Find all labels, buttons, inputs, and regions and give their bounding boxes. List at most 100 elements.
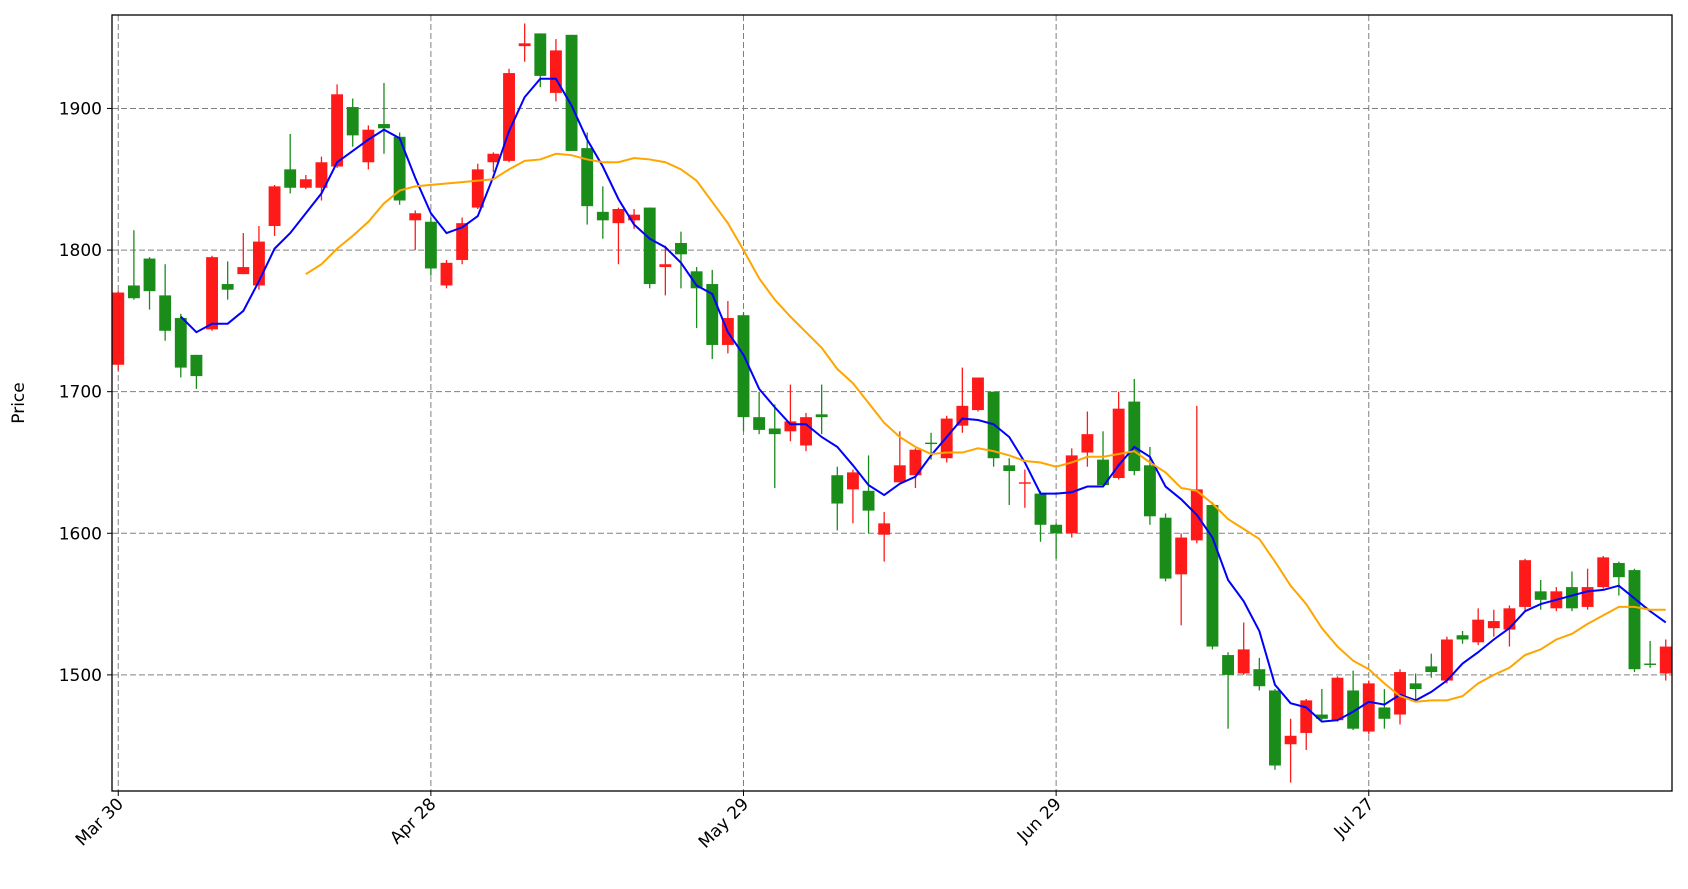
candle-body [1097, 459, 1109, 486]
candle-body [768, 428, 781, 435]
candle-body [862, 490, 875, 511]
candle-body [549, 50, 562, 93]
candle-body [1331, 677, 1344, 721]
candle-body [1519, 560, 1532, 607]
candle-body [706, 284, 719, 345]
candle-body [846, 472, 859, 490]
x-tick-label: Mar 30 [72, 794, 128, 850]
candle-body [174, 318, 187, 368]
candle-body [1566, 587, 1578, 609]
candle-body [268, 186, 281, 226]
candle-body [440, 262, 453, 286]
candle-body [471, 169, 484, 208]
x-tick-label: Jul 27 [1330, 794, 1378, 842]
candle-body [346, 107, 359, 136]
candle-body [737, 315, 750, 418]
candle-body [815, 414, 828, 418]
candle-body [1237, 649, 1250, 674]
x-tick-label: Apr 28 [386, 794, 440, 848]
candle-body [534, 33, 547, 76]
candle-body [1253, 669, 1266, 687]
candle-body [659, 264, 672, 268]
candle-body [1143, 465, 1156, 517]
candle-body [221, 284, 234, 290]
candle-body [456, 223, 469, 260]
candle-body [252, 241, 265, 286]
candle-body [831, 475, 844, 504]
candle-body [784, 421, 797, 432]
candle-body [409, 213, 422, 221]
candle-body [424, 221, 437, 269]
y-tick-label: 1500 [59, 666, 102, 686]
candle-body [1315, 714, 1328, 719]
candle-body [596, 211, 609, 221]
candle-body [1394, 672, 1406, 715]
candle-body [1487, 621, 1500, 629]
y-tick-label: 1600 [59, 524, 102, 544]
candle-body [393, 136, 406, 201]
plot-frame [111, 14, 1673, 792]
candle-body [753, 417, 766, 430]
candle-body [518, 43, 531, 47]
candle-body [1362, 683, 1375, 732]
moving-average-line [305, 152, 1666, 703]
candle-body [1347, 690, 1360, 729]
candle-body [127, 285, 140, 299]
candle-body [1644, 663, 1657, 665]
candle-body [378, 124, 390, 129]
candle-body [690, 271, 703, 289]
candle-body [612, 209, 625, 224]
candle-body [206, 257, 218, 330]
candle-body [1409, 683, 1422, 690]
candle-body [362, 129, 375, 163]
candle-body [893, 465, 906, 483]
candle-body [1159, 517, 1172, 579]
candle-body [1284, 735, 1297, 745]
candle-body [1034, 493, 1047, 525]
candle-body [237, 267, 250, 275]
y-axis-label: Price [9, 382, 29, 423]
moving-average-line [180, 77, 1667, 723]
candle-body [1425, 666, 1438, 673]
candle-body [1472, 619, 1485, 643]
candle-body [1003, 465, 1016, 471]
candle-body [1612, 563, 1625, 578]
candle-body [1269, 690, 1281, 766]
candle-body [1128, 401, 1141, 471]
candle-body [1018, 482, 1031, 484]
candle-body [675, 242, 687, 255]
candle-body [643, 207, 656, 285]
candle-body [628, 214, 641, 221]
candle-body [878, 523, 891, 535]
candle-body [956, 405, 969, 426]
candle-body [503, 73, 515, 161]
candle-body [112, 292, 125, 365]
candle-body [1597, 557, 1610, 588]
candle-body [1050, 524, 1063, 534]
candle-body [972, 377, 984, 411]
y-tick-label: 1900 [59, 99, 102, 119]
candle-body [1081, 434, 1094, 453]
candle-body [925, 442, 938, 445]
candle-body [581, 148, 594, 207]
x-tick-label: Jun 29 [1013, 794, 1066, 847]
candle-body [1534, 591, 1547, 600]
candle-body [1440, 639, 1453, 681]
y-tick-label: 1700 [59, 383, 102, 403]
candle-body [1112, 408, 1125, 479]
candle-body [1206, 504, 1219, 647]
candle-body [1300, 700, 1313, 733]
candle-body [1628, 570, 1641, 670]
candle-body [1175, 537, 1188, 575]
candle-body [1581, 587, 1594, 607]
x-tick-label: May 29 [695, 794, 753, 852]
candle-body [315, 162, 328, 188]
candle-body [299, 179, 312, 188]
candle-body [487, 153, 500, 163]
candle-body [284, 169, 297, 188]
candle-body [909, 449, 922, 476]
candle-body [1503, 608, 1516, 630]
candle-body [1456, 635, 1469, 640]
